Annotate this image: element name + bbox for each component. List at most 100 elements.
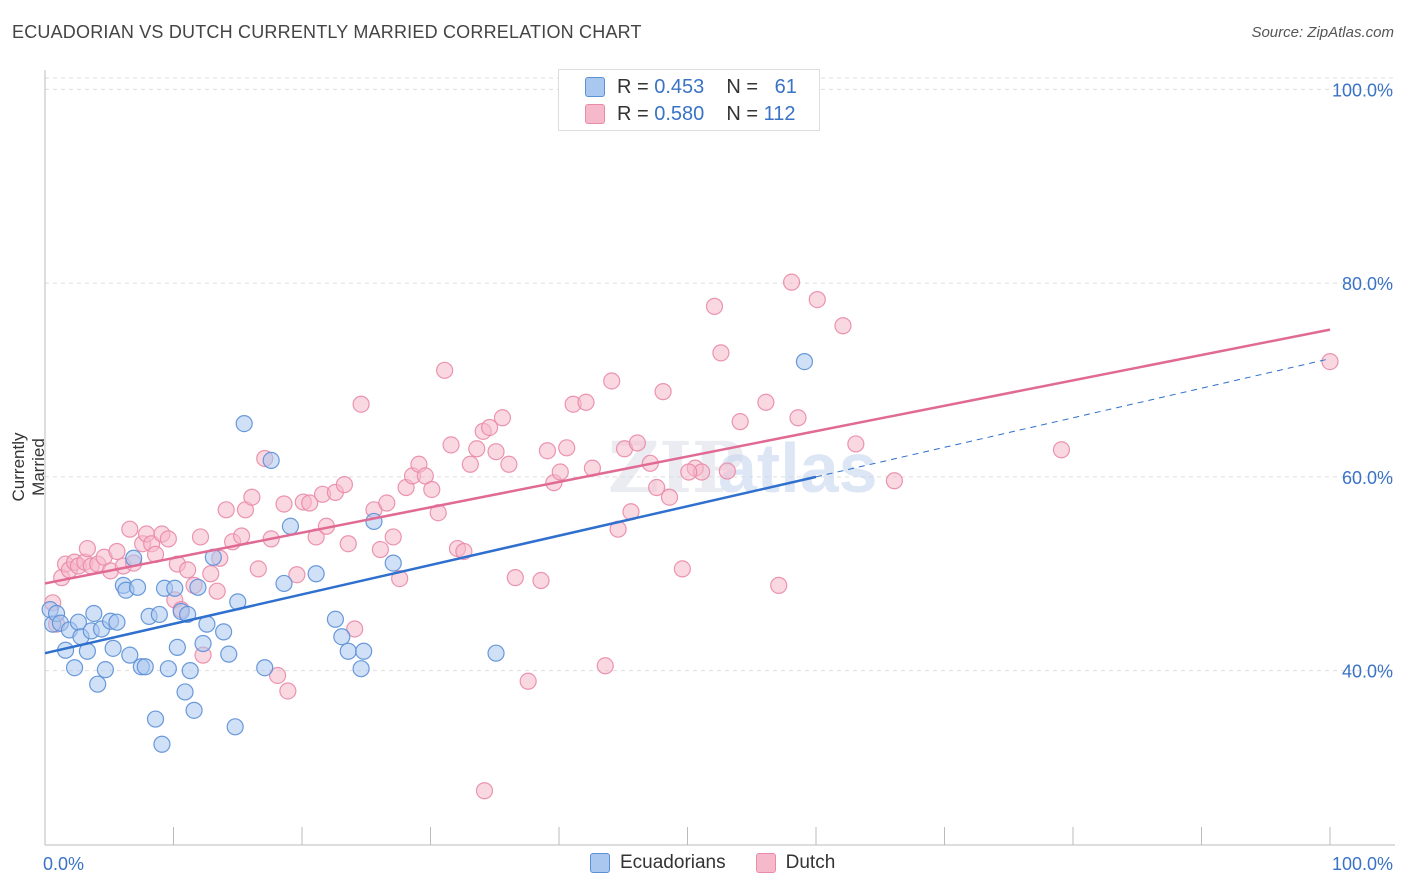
dutch-point bbox=[731, 413, 749, 431]
dutch-point bbox=[275, 495, 293, 513]
ecuadorian-point bbox=[235, 414, 253, 433]
x-tick-label: 100.0% bbox=[1332, 854, 1393, 874]
dutch-point bbox=[243, 488, 261, 506]
ecuadorian-point bbox=[136, 658, 154, 676]
ecuadorian-point bbox=[104, 639, 122, 657]
ecuadorian-point bbox=[365, 512, 383, 531]
dutch-point bbox=[654, 383, 672, 401]
dutch-point bbox=[371, 540, 389, 559]
dutch-point bbox=[782, 273, 801, 291]
dutch-point bbox=[217, 501, 235, 519]
dutch-point bbox=[301, 494, 319, 512]
chart-title: ECUADORIAN VS DUTCH CURRENTLY MARRIED CO… bbox=[12, 22, 642, 42]
n-value: 61 bbox=[774, 75, 797, 98]
ecuadorian-trend-extension bbox=[815, 358, 1331, 478]
dutch-point bbox=[391, 569, 409, 588]
dutch-point bbox=[789, 409, 807, 427]
ecuadorian-trend-line bbox=[44, 475, 817, 655]
ecuadorian-point bbox=[220, 645, 238, 663]
ecuadorian-point bbox=[121, 646, 139, 664]
dutch-point bbox=[423, 480, 441, 499]
dutch-point bbox=[346, 620, 364, 638]
dutch-point bbox=[808, 290, 826, 309]
ecuadorian-point bbox=[108, 613, 126, 631]
r-label: R = bbox=[617, 75, 649, 98]
dutch-point bbox=[384, 528, 402, 546]
legend-item-ecuadorians[interactable]: Ecuadorians bbox=[590, 852, 726, 874]
r-value: 0.580 bbox=[654, 102, 705, 125]
ecuadorian-point bbox=[355, 642, 373, 660]
ecuadorian-point bbox=[168, 638, 186, 656]
dutch-point bbox=[191, 528, 210, 546]
dutch-point bbox=[461, 455, 479, 473]
ecuadorian-point bbox=[185, 701, 203, 719]
dutch-point bbox=[442, 436, 460, 454]
dutch-point bbox=[475, 782, 494, 800]
ecuadorian-point bbox=[339, 642, 357, 660]
ecuadorian-point bbox=[189, 578, 207, 596]
dutch-trend-line bbox=[44, 328, 1331, 585]
dutch-point bbox=[558, 439, 576, 457]
dutch-point bbox=[335, 476, 354, 494]
ecuadorian-point bbox=[181, 662, 199, 680]
dutch-point bbox=[288, 566, 306, 584]
r-value: 0.453 bbox=[654, 75, 705, 98]
series-legend: Ecuadorians Dutch bbox=[590, 852, 865, 874]
dutch-point bbox=[705, 297, 724, 315]
dutch-point bbox=[660, 488, 679, 506]
legend-label: Dutch bbox=[785, 852, 836, 873]
dutch-point bbox=[1052, 441, 1071, 459]
dutch-point bbox=[718, 462, 736, 480]
dutch-point bbox=[500, 455, 518, 473]
legend-row-dutch: R = 0.580 N = 112 bbox=[585, 102, 795, 126]
dutch-point bbox=[519, 672, 537, 690]
dutch-point bbox=[208, 582, 226, 600]
y-tick-label: 60.0% bbox=[1342, 468, 1393, 488]
ecuadorian-point bbox=[307, 565, 325, 583]
ecuadorian-point bbox=[89, 675, 107, 693]
dutch-point bbox=[834, 317, 852, 335]
grid-lines bbox=[45, 77, 1395, 672]
ecuadorian-point bbox=[96, 661, 114, 679]
dutch-point bbox=[757, 393, 775, 411]
ecuadorian-point bbox=[194, 634, 212, 653]
dutch-point bbox=[378, 494, 396, 512]
legend-item-dutch[interactable]: Dutch bbox=[755, 852, 836, 874]
ecuadorian-point bbox=[256, 659, 274, 677]
dutch-point bbox=[279, 682, 297, 700]
dutch-point bbox=[339, 535, 357, 553]
dutch-point bbox=[179, 561, 197, 579]
series-ecuadorians bbox=[41, 352, 814, 753]
dutch-point bbox=[712, 344, 730, 362]
ecuadorian-point bbox=[176, 683, 194, 701]
ecuadorian-point bbox=[487, 644, 505, 662]
dutch-point bbox=[673, 560, 691, 578]
axes bbox=[44, 70, 1395, 846]
dutch-point bbox=[493, 409, 512, 427]
ecuadorian-point bbox=[85, 604, 103, 623]
dutch-point bbox=[596, 657, 614, 675]
ecuadorian-point bbox=[153, 735, 171, 753]
source-label: Source: ZipAtlas.com bbox=[1251, 24, 1394, 41]
ecuadorian-point bbox=[166, 579, 184, 597]
ecuadorian-point bbox=[159, 660, 177, 678]
ecuadorian-point bbox=[281, 517, 300, 535]
blue-swatch bbox=[585, 77, 605, 97]
dutch-point bbox=[648, 478, 666, 497]
dutch-point bbox=[78, 539, 97, 558]
ecuadorian-point bbox=[352, 660, 370, 678]
dutch-point bbox=[680, 463, 698, 481]
dutch-point bbox=[233, 527, 251, 545]
x-tick-label: 0.0% bbox=[43, 854, 84, 874]
y-tick-label: 100.0% bbox=[1332, 80, 1393, 100]
dutch-point bbox=[352, 395, 370, 413]
pink-swatch bbox=[755, 853, 776, 873]
y-tick-label: 80.0% bbox=[1342, 274, 1393, 294]
dutch-point bbox=[159, 530, 177, 548]
tick-labels: 40.0% 60.0% 80.0% 100.0% 0.0% 100.0% bbox=[43, 80, 1393, 874]
dutch-point bbox=[1321, 352, 1339, 371]
dutch-point bbox=[885, 472, 903, 490]
dutch-point bbox=[506, 569, 524, 587]
y-tick-label: 40.0% bbox=[1342, 662, 1393, 682]
n-value: 112 bbox=[763, 102, 796, 125]
